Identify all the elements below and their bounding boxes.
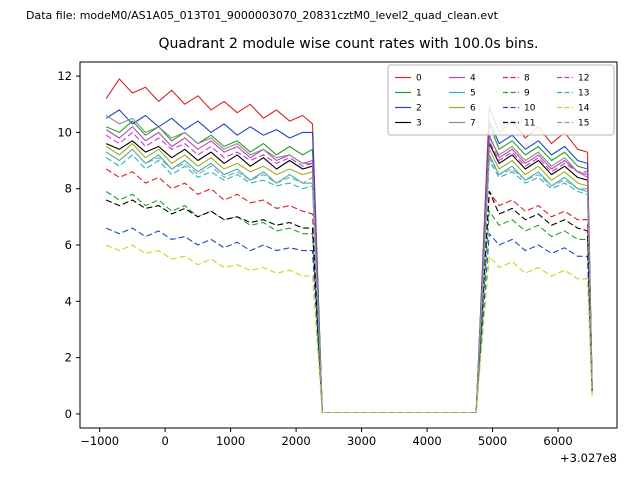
legend-label-8: 8 <box>524 74 530 84</box>
legend-label-11: 11 <box>524 119 535 129</box>
chart-title: Quadrant 2 module wise count rates with … <box>158 36 539 52</box>
legend-label-9: 9 <box>524 89 530 99</box>
y-tick-label: 10 <box>57 125 72 139</box>
x-axis-offset-label: +3.027e8 <box>560 451 617 465</box>
y-tick-label: 4 <box>65 294 72 308</box>
x-tick-label: 1000 <box>216 434 245 448</box>
y-tick-label: 2 <box>65 351 72 365</box>
legend-box <box>387 64 615 136</box>
y-tick-label: 6 <box>65 238 72 252</box>
series-line-8 <box>105 168 593 414</box>
series-line-13 <box>105 154 593 414</box>
legend-label-2: 2 <box>416 104 422 114</box>
series-line-9 <box>105 191 593 414</box>
legend-label-4: 4 <box>470 74 476 84</box>
legend-label-6: 6 <box>470 104 476 114</box>
datafile-label: Data file: modeM0/AS1A05_013T01_90000030… <box>26 9 498 22</box>
x-tick-label: 0 <box>161 434 168 448</box>
legend-label-5: 5 <box>470 89 476 99</box>
y-tick-label: 0 <box>65 407 72 421</box>
legend-label-12: 12 <box>578 74 589 84</box>
legend-label-15: 15 <box>578 119 589 129</box>
series-line-5 <box>105 148 593 414</box>
x-tick-label: 6000 <box>543 434 572 448</box>
legend-label-0: 0 <box>416 74 422 84</box>
x-tick-label: 2000 <box>281 434 310 448</box>
series-line-6 <box>105 143 593 414</box>
legend-label-3: 3 <box>416 119 422 129</box>
series-line-2 <box>105 109 593 414</box>
series-line-3 <box>105 140 593 414</box>
x-tick-label: 5000 <box>478 434 507 448</box>
series-line-11 <box>105 190 593 414</box>
legend-label-1: 1 <box>416 89 422 99</box>
x-tick-label: −1000 <box>80 434 119 448</box>
y-tick-label: 12 <box>57 69 72 83</box>
series-line-15 <box>105 148 593 414</box>
series-line-10 <box>105 227 593 414</box>
series-line-14 <box>105 244 593 414</box>
x-tick-label: 3000 <box>347 434 376 448</box>
legend-label-13: 13 <box>578 89 589 99</box>
legend-label-7: 7 <box>470 119 476 129</box>
legend-label-10: 10 <box>524 104 536 114</box>
x-tick-label: 4000 <box>412 434 441 448</box>
legend-label-14: 14 <box>578 104 590 114</box>
y-tick-label: 8 <box>65 182 72 196</box>
